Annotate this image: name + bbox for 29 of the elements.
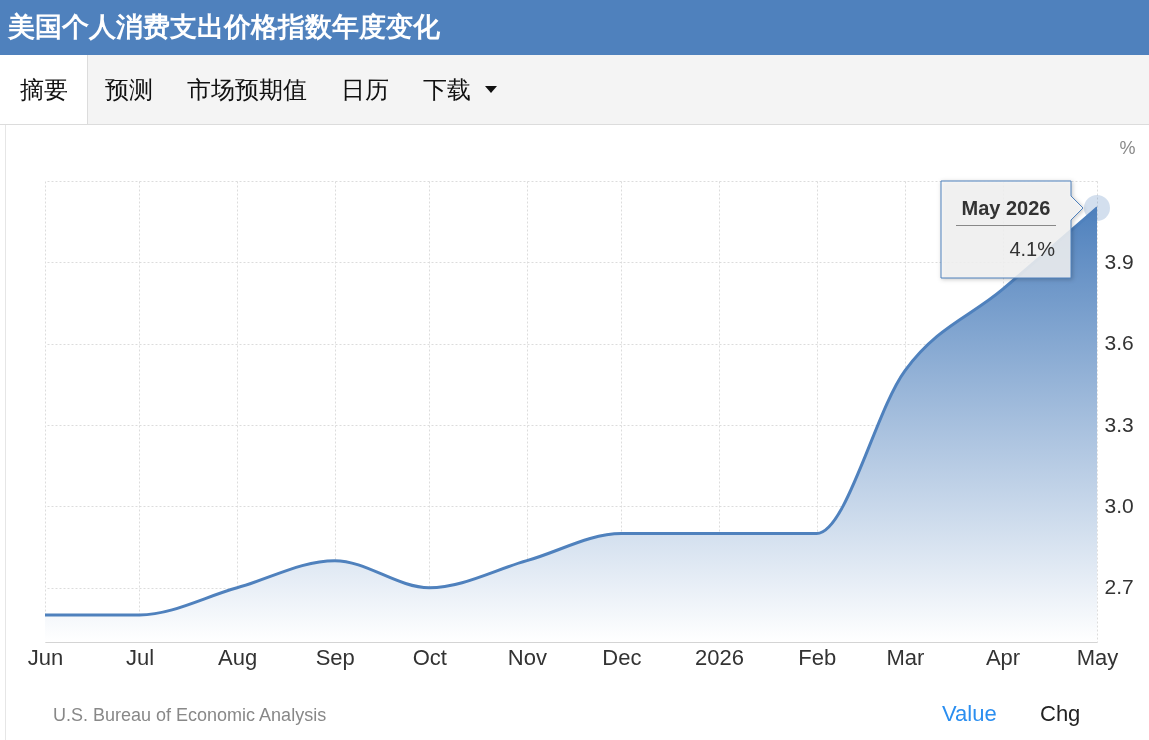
- text: Chg: [1040, 701, 1081, 727]
- y-axis-title: %: [1119, 137, 1136, 158]
- x-tick-label: 2026: [695, 644, 745, 670]
- text: 下载: [423, 74, 471, 105]
- x-tick-label: Sep: [315, 644, 355, 670]
- x-tick-label: Aug: [218, 644, 258, 670]
- x-tick-label: Nov: [507, 644, 547, 670]
- x-tick-label: Mar: [886, 644, 925, 670]
- x-tick-label: Apr: [985, 644, 1021, 670]
- text: Value: [942, 701, 997, 727]
- annotation: May 2026: [960, 196, 1052, 222]
- y-tick-label: 3.0: [1104, 493, 1134, 517]
- x-tick-label: Oct: [412, 644, 447, 670]
- x-tick-label: Jul: [125, 644, 155, 670]
- x-tick-label: Jun: [27, 644, 64, 670]
- text: 预测: [105, 74, 153, 105]
- chart-title: 美国个人消费支出价格指数年度变化: [8, 11, 440, 44]
- text: 日历: [341, 74, 389, 105]
- text: 市场预期值: [187, 74, 307, 105]
- text: 摘要: [19, 74, 68, 105]
- y-tick-label: 2.7: [1104, 575, 1134, 599]
- annotation: 4.1%: [1008, 237, 1055, 262]
- y-tick-label: 3.9: [1104, 249, 1134, 273]
- y-tick-label: 3.6: [1104, 331, 1134, 355]
- x-tick-label: Dec: [602, 644, 642, 670]
- x-tick-label: May: [1076, 644, 1119, 670]
- text: U.S. Bureau of Economic Analysis: [53, 704, 327, 726]
- y-tick-label: 3.3: [1104, 412, 1134, 436]
- x-tick-label: Feb: [798, 644, 837, 670]
